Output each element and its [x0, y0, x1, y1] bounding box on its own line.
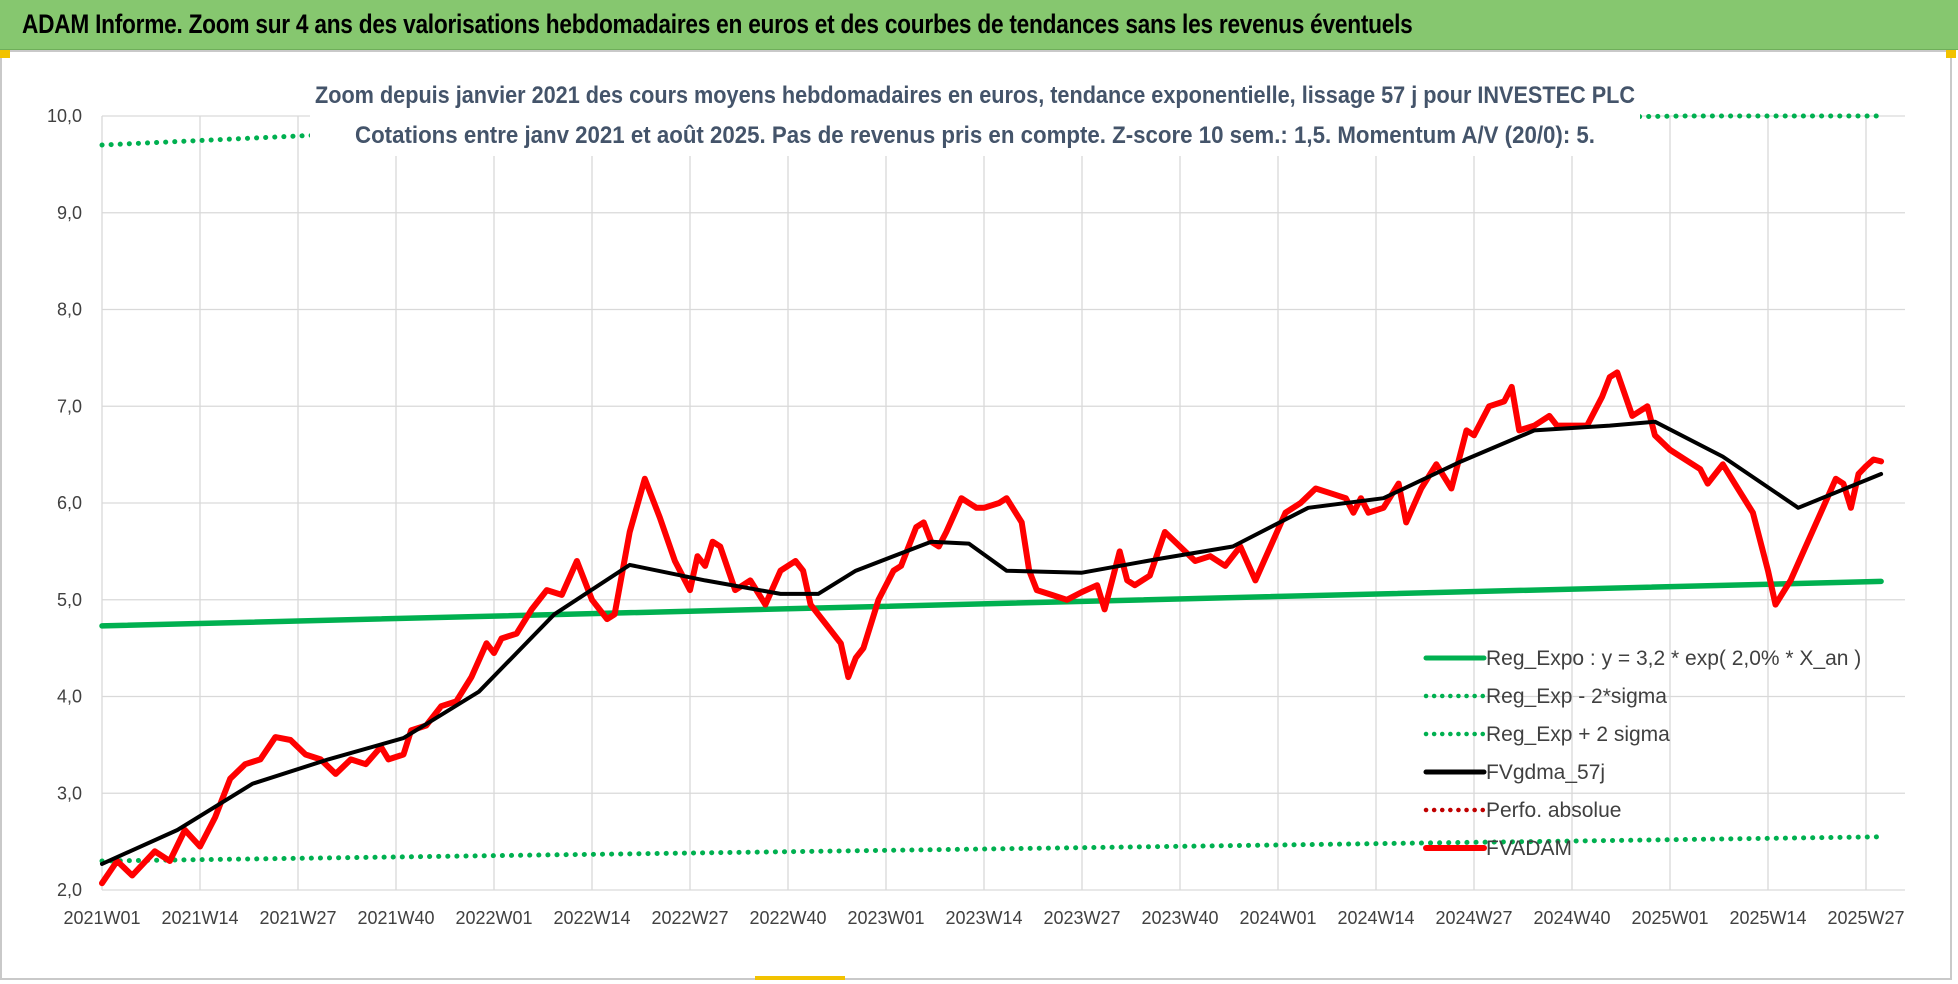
- series-line: [99, 834, 1884, 864]
- x-tick-label: 2021W40: [357, 908, 434, 928]
- legend-label: FVgdma_57j: [1486, 761, 1605, 784]
- y-axis: 2,0 3,0 4,0 5,0 6,0 7,0 8,0 9,0 10,0: [47, 106, 82, 900]
- x-tick-label: 2024W27: [1435, 908, 1512, 928]
- x-tick-label: 2022W14: [553, 908, 630, 928]
- x-tick-label: 2023W01: [847, 908, 924, 928]
- y-tick-label: 3,0: [57, 783, 82, 803]
- legend-label: Reg_Exp + 2 sigma: [1486, 723, 1670, 746]
- series-line: [99, 369, 1885, 887]
- legend-label: Perfo. absolue: [1486, 799, 1621, 822]
- y-tick-label: 7,0: [57, 396, 82, 416]
- corner-marker-left: [0, 50, 10, 58]
- legend-label: Reg_Expo : y = 3,2 * exp( 2,0% * X_an ): [1486, 647, 1861, 670]
- y-tick-label: 6,0: [57, 493, 82, 513]
- legend-label: FVADAM: [1486, 837, 1572, 860]
- y-tick-label: 8,0: [57, 300, 82, 320]
- x-tick-label: 2024W01: [1239, 908, 1316, 928]
- x-tick-label: 2025W14: [1729, 908, 1806, 928]
- x-tick-label: 2022W27: [651, 908, 728, 928]
- legend: Reg_Expo : y = 3,2 * exp( 2,0% * X_an ) R…: [1423, 647, 1861, 860]
- x-tick-label: 2023W27: [1043, 908, 1120, 928]
- chart-frame: [0, 50, 1952, 980]
- x-tick-label: 2024W40: [1533, 908, 1610, 928]
- series-line: [99, 578, 1884, 629]
- banner-title: ADAM Informe. Zoom sur 4 ans des valoris…: [22, 9, 1413, 39]
- corner-marker-bottom: [755, 976, 845, 980]
- y-tick-label: 9,0: [57, 203, 82, 223]
- title-background: [310, 70, 1640, 156]
- y-tick-label: 10,0: [47, 106, 82, 126]
- legend-label: Reg_Exp - 2*sigma: [1486, 685, 1667, 708]
- chart-title: Zoom depuis janvier 2021 des cours moyen…: [315, 82, 1635, 109]
- banner: ADAM Informe. Zoom sur 4 ans des valoris…: [0, 0, 1958, 50]
- series-line: [99, 113, 1884, 148]
- x-tick-label: 2025W01: [1631, 908, 1708, 928]
- x-tick-label: 2021W27: [259, 908, 336, 928]
- x-tick-label: 2025W27: [1827, 908, 1904, 928]
- x-tick-label: 2024W14: [1337, 908, 1414, 928]
- corner-marker-right: [1946, 50, 1956, 58]
- chart-subtitle: Cotations entre janv 2021 et août 2025. …: [355, 122, 1595, 149]
- x-tick-label: 2021W14: [161, 908, 238, 928]
- y-tick-label: 2,0: [57, 880, 82, 900]
- x-tick-label: 2022W40: [749, 908, 826, 928]
- y-tick-label: 4,0: [57, 687, 82, 707]
- x-tick-label: 2023W14: [945, 908, 1022, 928]
- x-tick-label: 2023W40: [1141, 908, 1218, 928]
- x-tick-label: 2021W01: [63, 908, 140, 928]
- x-axis: 2021W01 2021W14 2021W27 2021W40 2022W01 2022W…: [63, 908, 1904, 928]
- x-tick-label: 2022W01: [455, 908, 532, 928]
- plot-area: [99, 113, 1885, 887]
- y-tick-label: 5,0: [57, 590, 82, 610]
- series-line: [100, 419, 1884, 866]
- chart-title-block: Zoom depuis janvier 2021 des cours moyen…: [310, 70, 1640, 156]
